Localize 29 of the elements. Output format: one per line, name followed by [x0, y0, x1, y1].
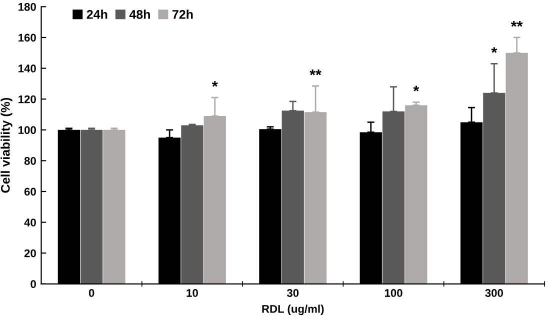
data-label: *	[413, 86, 420, 92]
y-tick-label: 0	[30, 280, 36, 288]
data-label: **	[310, 70, 322, 76]
data-label: **	[510, 21, 523, 27]
y-tick-label: 40	[24, 218, 36, 226]
y-tick-label: 140	[18, 64, 36, 72]
y-tick-label: 180	[18, 2, 36, 11]
legend-label: 48h	[129, 10, 150, 19]
y-tick-label: 20	[24, 249, 36, 258]
legend-label: 24h	[86, 10, 108, 19]
bar	[181, 125, 204, 284]
data-label: *	[491, 47, 498, 53]
y-tick-label: 80	[24, 156, 36, 165]
bar	[80, 130, 103, 284]
y-tick-label: 160	[18, 34, 36, 42]
x-tick-label: 100	[384, 289, 402, 297]
x-axis-title: RDL (ug/ml)	[262, 304, 324, 316]
y-tick-label: 100	[18, 126, 36, 134]
bar	[405, 105, 428, 284]
y-axis-title: Cell viability (%)	[0, 98, 12, 193]
x-tick-label: 30	[286, 289, 299, 297]
y-tick-label: 120	[18, 95, 36, 104]
x-tick-label: 300	[485, 289, 503, 297]
x-tick-label: 10	[186, 289, 198, 297]
legend-label: 72h	[172, 10, 193, 19]
y-tick-label: 60	[24, 188, 36, 196]
bar	[103, 130, 126, 284]
x-tick-label: 0	[88, 289, 94, 297]
data-label: *	[212, 81, 218, 87]
